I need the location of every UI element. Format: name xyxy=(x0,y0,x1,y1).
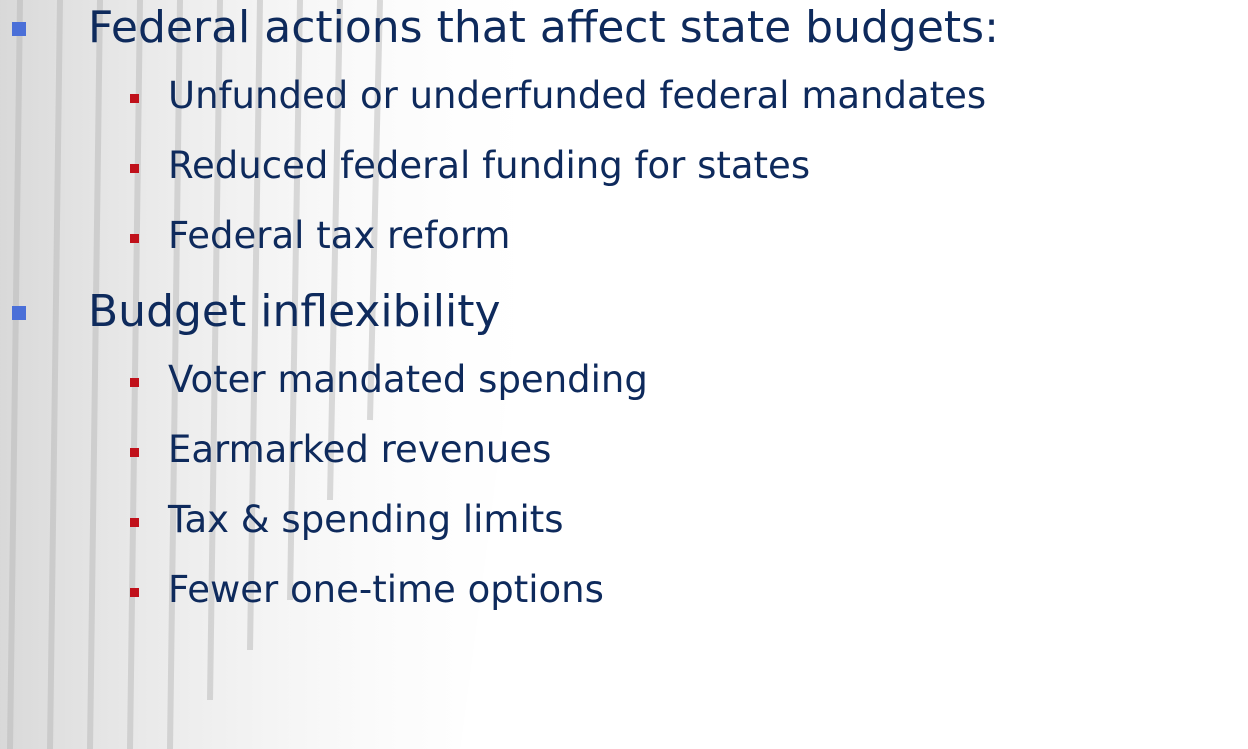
sub-bullet: Federal tax reform xyxy=(129,214,511,257)
sub-bullet: Unfunded or underfunded federal mandates xyxy=(129,74,987,117)
sub-bullet: Voter mandated spending xyxy=(130,358,648,401)
bullet: Federal actions that affect state budget… xyxy=(12,2,999,53)
sub-bullet: Tax & spending limits xyxy=(130,498,564,541)
sub-bullet: Reduced federal funding for states xyxy=(129,144,811,187)
sub-bullet: Fewer one-time options xyxy=(130,568,604,611)
bullet: Budget inflexibility xyxy=(12,286,501,337)
sub-bullet: Earmarked revenues xyxy=(129,428,552,471)
